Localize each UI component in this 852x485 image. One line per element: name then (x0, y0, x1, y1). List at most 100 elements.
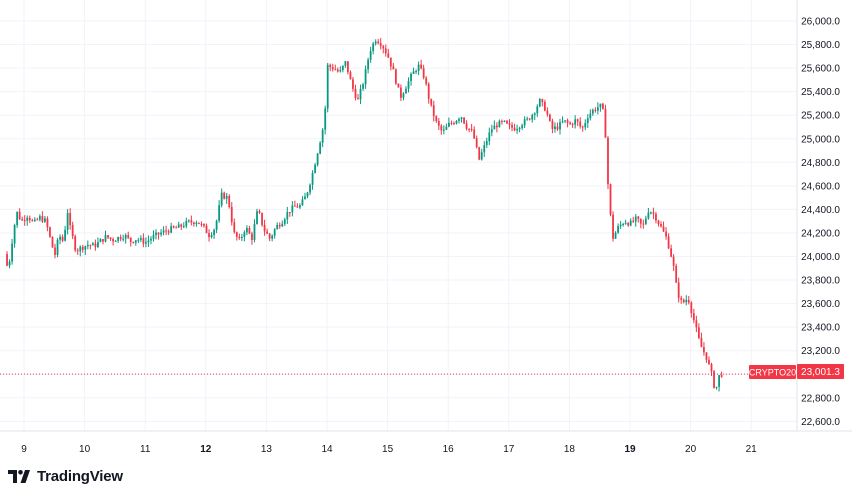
candle (602, 102, 604, 110)
candle-body (167, 231, 170, 233)
candle-body (268, 233, 271, 239)
candle-body (682, 299, 685, 303)
candle (594, 107, 597, 113)
candle (147, 235, 150, 247)
candle-body (637, 216, 640, 219)
candle-body (685, 299, 688, 303)
candle (198, 222, 200, 225)
candle (28, 215, 31, 224)
candle (276, 222, 279, 230)
candle-body (556, 126, 559, 130)
candle-body (86, 245, 89, 247)
candle (483, 141, 486, 157)
candle-body (503, 120, 506, 122)
candle (238, 233, 241, 240)
candle (278, 222, 281, 229)
y-tick-label: 24,400.0 (801, 205, 840, 216)
candle-body (296, 206, 299, 208)
candle (283, 217, 286, 227)
candle (624, 219, 627, 225)
candle (490, 124, 493, 137)
candle (31, 218, 34, 222)
x-tick-label: 16 (443, 444, 455, 455)
candle-body (31, 220, 34, 222)
candle-body (235, 232, 238, 237)
candle (384, 44, 387, 57)
candle-body (6, 254, 8, 266)
candle-body (518, 127, 521, 129)
candle (556, 122, 559, 131)
candle-body (258, 211, 261, 213)
candle-body (581, 126, 584, 128)
candle-body (16, 211, 19, 226)
candle-body (574, 119, 577, 125)
candle-body (124, 235, 127, 239)
candle-body (571, 124, 574, 126)
candle (617, 223, 619, 234)
candle-body (64, 229, 67, 241)
y-tick-label: 25,600.0 (801, 64, 840, 75)
candle (551, 118, 554, 134)
candle-body (200, 223, 203, 225)
candle-body (672, 256, 675, 266)
candle (637, 215, 640, 223)
candle (329, 63, 332, 72)
candle-body (349, 72, 352, 80)
candle-body (165, 230, 168, 232)
candle (321, 128, 324, 148)
candle (248, 225, 251, 235)
candle-body (483, 144, 486, 153)
candle-body (21, 219, 24, 221)
candle-body (162, 230, 165, 233)
candle-body (117, 237, 120, 241)
candle-body (23, 220, 26, 222)
candle-body (657, 220, 660, 225)
candle-body (76, 250, 79, 252)
candle-body (559, 122, 561, 130)
candle-body (589, 113, 592, 119)
candle-body (405, 88, 407, 94)
candle (682, 298, 685, 304)
candle-body (453, 123, 455, 125)
candle (180, 223, 183, 231)
candle (74, 234, 77, 253)
candle (256, 208, 258, 225)
candle (642, 219, 645, 229)
candle (493, 120, 496, 130)
candle (589, 109, 592, 121)
candle-body (286, 212, 289, 220)
y-tick-label: 23,400.0 (801, 323, 840, 334)
candle-body (607, 137, 609, 185)
candle-body (478, 147, 481, 160)
candle (185, 217, 188, 229)
candle-body (498, 120, 501, 128)
candle (720, 371, 723, 378)
candle-body (319, 142, 322, 154)
candle (195, 220, 198, 227)
candle (672, 254, 675, 271)
x-tick-label: 17 (503, 444, 515, 455)
candle (162, 226, 165, 236)
candle (172, 225, 175, 229)
candle-body (26, 217, 29, 221)
candle-body (94, 243, 97, 247)
candle-body (306, 192, 309, 197)
candle (478, 146, 481, 161)
candle-body (316, 153, 319, 165)
candle (561, 116, 564, 124)
candle (210, 232, 213, 239)
candle-body (109, 237, 112, 240)
candle (639, 218, 642, 229)
candle-body (344, 61, 347, 66)
candle-body (352, 79, 354, 89)
candle (448, 117, 450, 128)
candle-body (51, 236, 54, 248)
candle-body (152, 235, 155, 239)
candle-body (314, 164, 316, 174)
candle (543, 99, 546, 112)
candle-body (205, 225, 208, 234)
candle (341, 65, 344, 73)
candle (657, 219, 660, 227)
candle (523, 116, 526, 128)
